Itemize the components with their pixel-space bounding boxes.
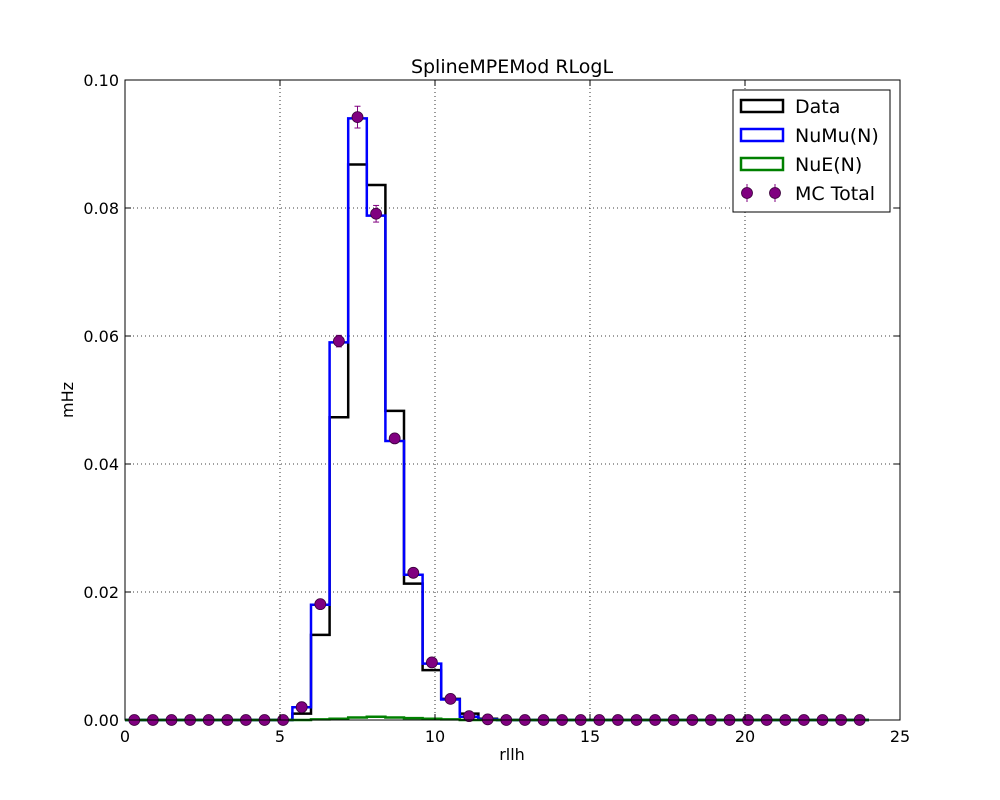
x-tick-label: 20 [735, 727, 755, 746]
y-tick-label: 0.06 [83, 327, 119, 346]
y-tick-label: 0.00 [83, 711, 119, 730]
x-tick-label: 15 [580, 727, 600, 746]
data-point [370, 207, 383, 220]
x-tick-label: 0 [120, 727, 130, 746]
legend-marker [769, 187, 781, 199]
axis-ticks: 0 5 10 15 20 25 0.00 0.02 0.04 0.06 0.08 0.10 [83, 71, 910, 746]
data-point [425, 656, 438, 669]
data-point [481, 713, 494, 726]
legend-label: MC Total [795, 183, 875, 205]
data-point [332, 335, 345, 348]
data-point [407, 566, 420, 579]
x-axis-label: rllh [499, 745, 525, 764]
data-point [351, 111, 364, 124]
legend-item-mc-total: MC Total [741, 183, 875, 205]
legend-item-numu-n-: NuMu(N) [739, 125, 879, 147]
x-tick-label: 25 [890, 727, 910, 746]
legend-swatch [739, 127, 785, 143]
legend-item-data: Data [739, 96, 840, 118]
x-tick-label: 5 [275, 727, 285, 746]
y-axis-label: mHz [58, 382, 77, 418]
chart-title: SplineMPEMod RLogL [411, 56, 614, 78]
legend-swatch [739, 98, 785, 114]
legend-marker [741, 187, 753, 199]
data-point [444, 692, 457, 705]
legend: Data NuMu(N) NuE(N) MC Total [732, 89, 891, 213]
y-tick-label: 0.10 [83, 71, 119, 90]
data-point [295, 701, 308, 714]
plot-frame [124, 79, 901, 721]
legend-label: Data [795, 96, 840, 118]
legend-label: NuE(N) [795, 154, 862, 176]
data-point [463, 710, 476, 723]
legend-label: NuMu(N) [795, 125, 879, 147]
y-tick-label: 0.08 [83, 199, 119, 218]
data-point [314, 598, 327, 611]
y-tick-label: 0.04 [83, 455, 119, 474]
legend-box [732, 89, 891, 213]
legend-item-nue-n-: NuE(N) [739, 154, 862, 176]
y-tick-label: 0.02 [83, 583, 119, 602]
legend-swatch [739, 156, 785, 172]
data-point [388, 432, 401, 445]
x-tick-label: 10 [425, 727, 445, 746]
